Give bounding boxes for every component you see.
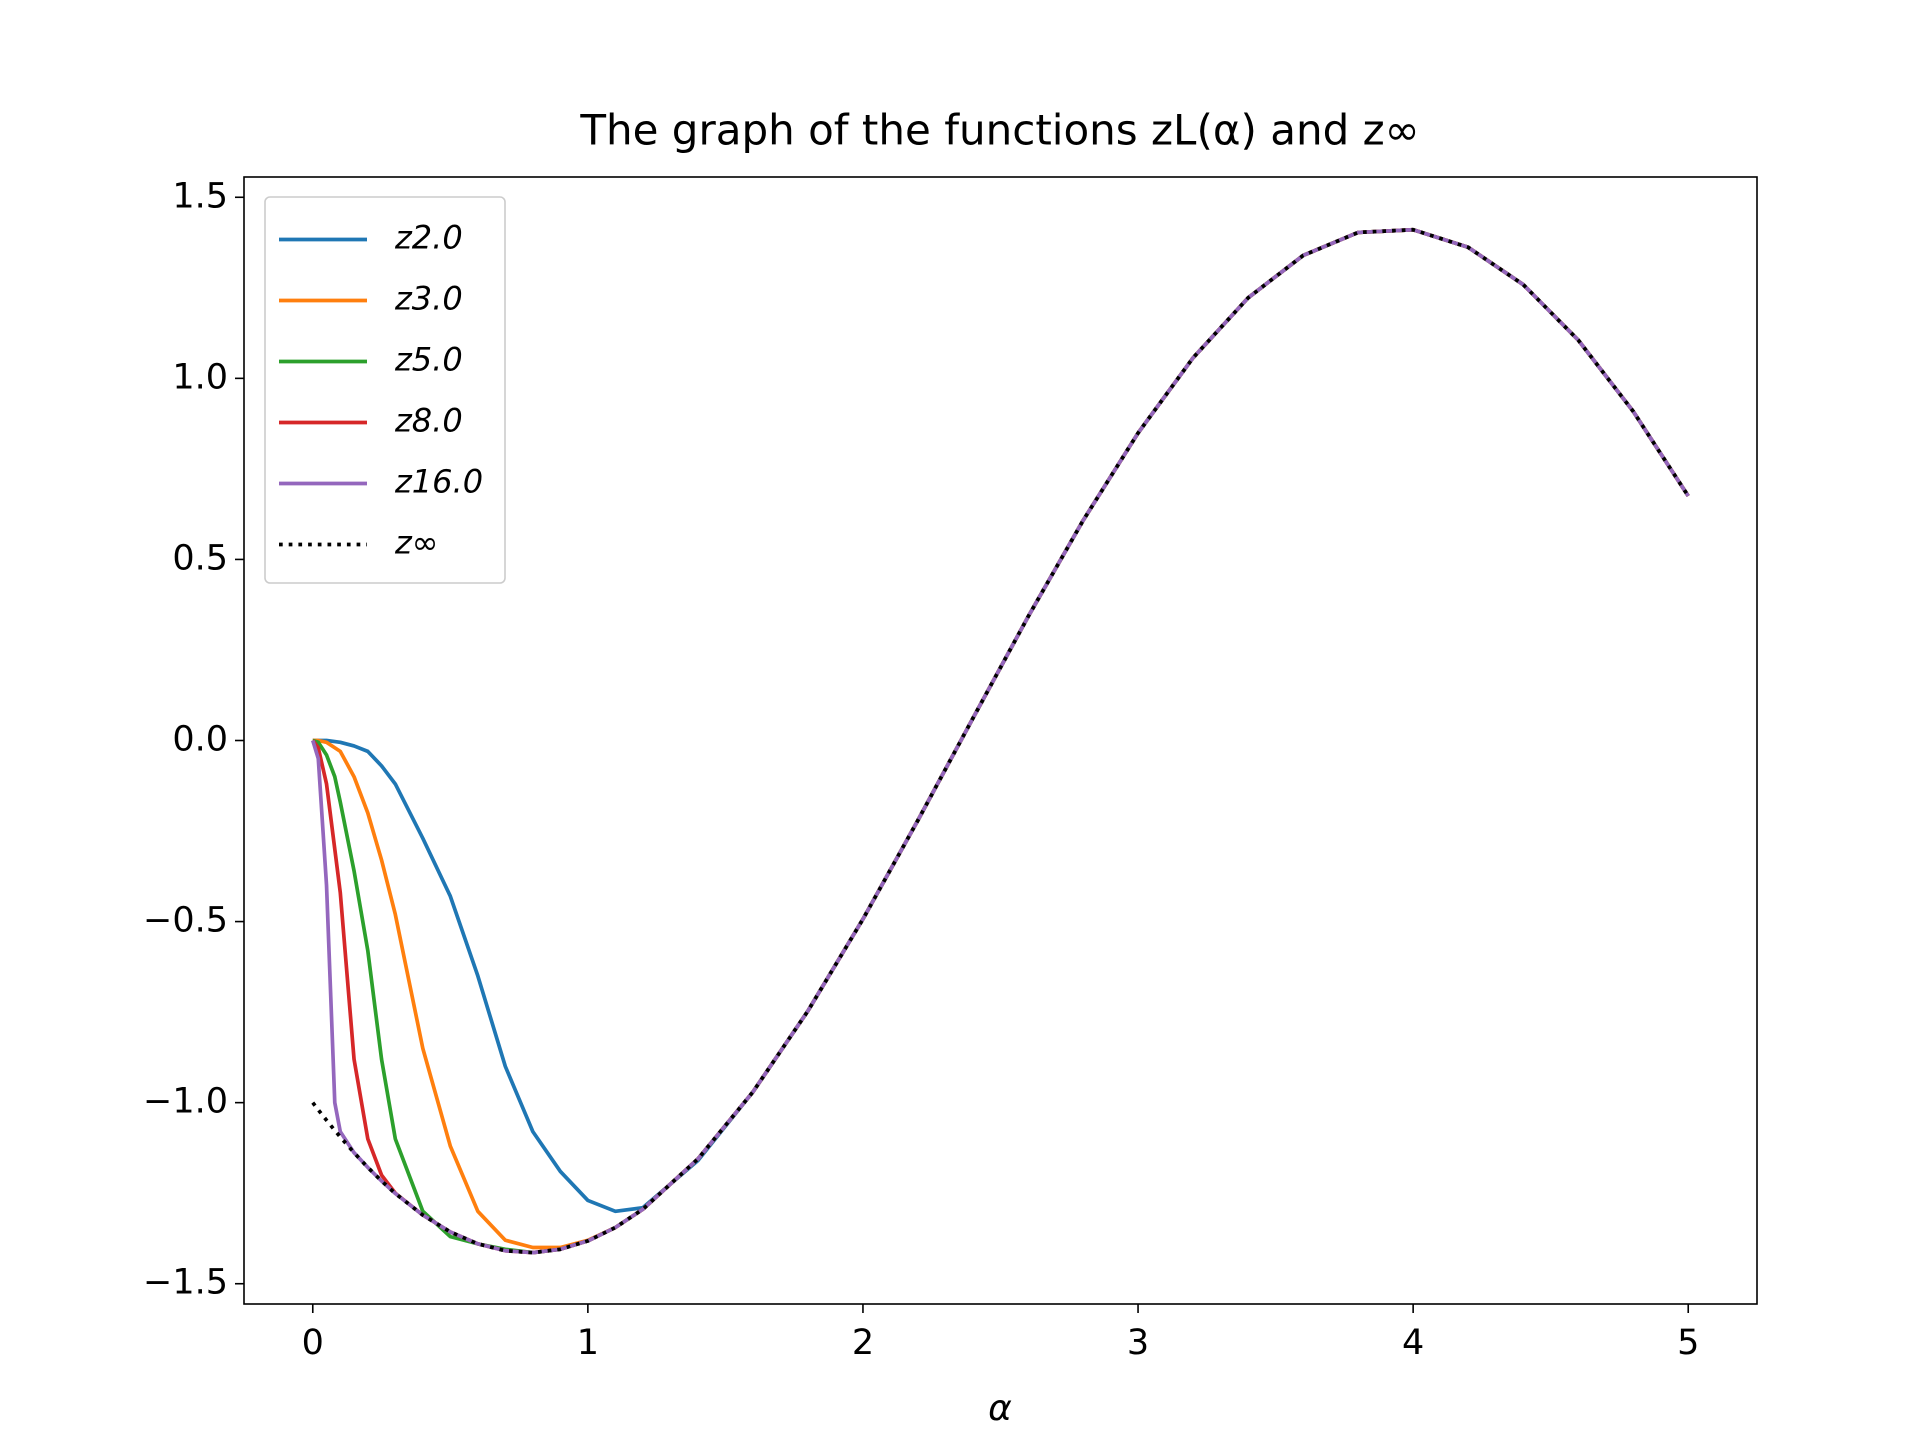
y-tick-label: −0.5 [143, 901, 228, 941]
legend-box [264, 196, 506, 584]
legend-label: z2.0 [394, 219, 463, 257]
plot-frame [243, 176, 1758, 1305]
x-tick-label: 4 [1402, 1323, 1424, 1363]
y-tick-label: 0.0 [172, 720, 228, 760]
y-tick-label: 0.5 [172, 538, 228, 578]
y-tick-label: −1.5 [143, 1263, 228, 1303]
y-tick-label: −1.0 [143, 1082, 228, 1122]
legend-label: z∞ [394, 524, 438, 562]
x-axis-label: α [988, 1388, 1012, 1429]
legend-label: z5.0 [394, 341, 463, 379]
x-tick-label: 5 [1677, 1323, 1699, 1363]
y-tick-label: 1.5 [172, 176, 228, 216]
legend-label: z8.0 [394, 402, 463, 440]
series-line [310, 227, 1690, 1255]
x-tick-label: 1 [577, 1323, 599, 1363]
x-tick-label: 2 [852, 1323, 874, 1363]
chart-title: The graph of the functions zL(α) and z∞ [579, 106, 1419, 155]
x-tick-label: 3 [1127, 1323, 1149, 1363]
x-tick-label: 0 [302, 1323, 324, 1363]
legend-label: z3.0 [394, 280, 463, 318]
legend-label: z16.0 [394, 463, 483, 501]
y-tick-label: 1.0 [172, 357, 228, 397]
series-line [312, 227, 1690, 1214]
